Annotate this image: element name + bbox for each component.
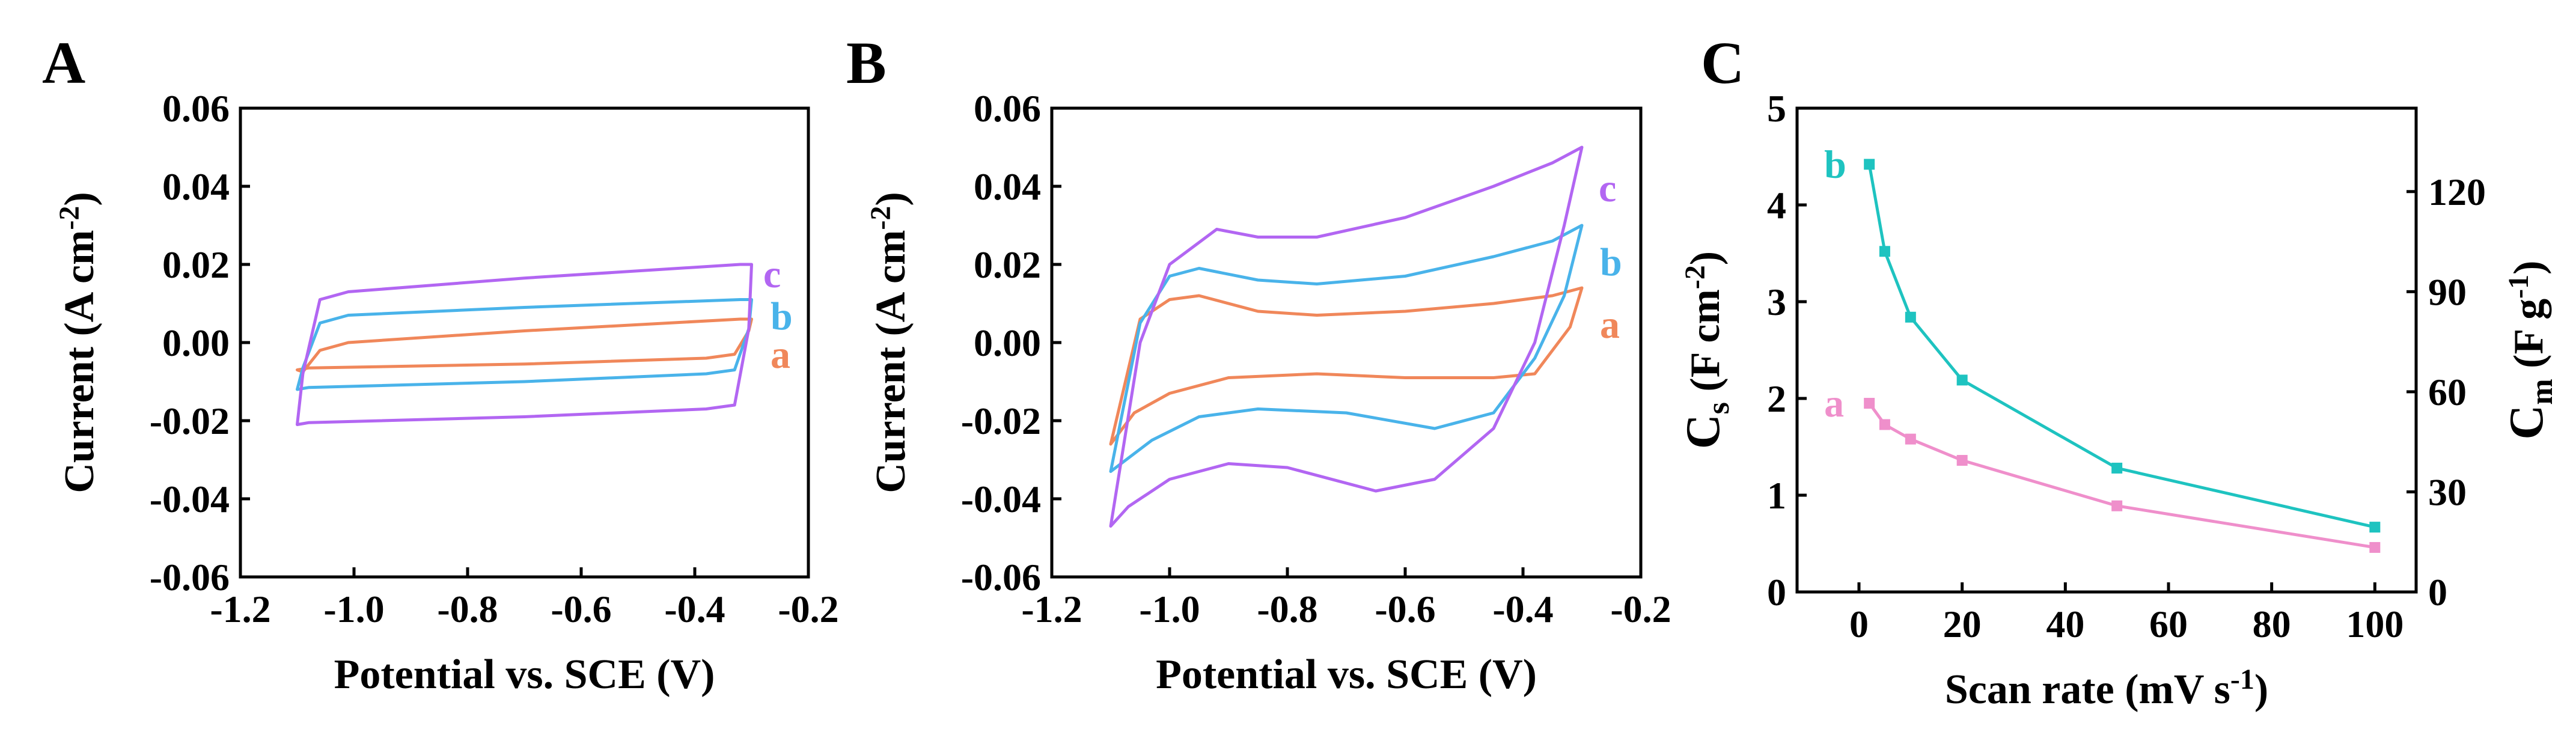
panel-a-x-tick-label: -0.8: [437, 588, 498, 630]
panel-b-x-tick-label: -0.6: [1375, 588, 1435, 630]
panel-c-series-b-label: b: [1824, 142, 1846, 186]
panel-b-x-tick-label: -1.0: [1139, 588, 1200, 630]
panel-c-plot-frame: [1795, 106, 2418, 594]
panel-a-x-axis-label: Potential vs. SCE (V): [334, 651, 715, 698]
panel-c-series-b-point: [1879, 246, 1890, 257]
panel-b-series-c-loop: [1109, 145, 1584, 528]
panel-c-x-tick-label: 80: [2253, 603, 2291, 645]
panel-a-y-tick-label: 0.04: [162, 165, 230, 208]
panel-c-right-y-tick-label: 60: [2428, 371, 2467, 413]
panel-b-series-a-loop: [1109, 286, 1584, 446]
panel-a-chart: -1.2 -1.0 -0.8 -0.6 -0.4 -0.2 -0.06 -0.04 -0.02 0…: [53, 87, 839, 698]
panel-c-series-a-point: [1956, 455, 1968, 466]
panel-c-right-y-tick-label: 30: [2428, 471, 2467, 513]
panel-c-x-tick-label: 40: [2046, 603, 2084, 645]
panel-c-series-a-line: [1868, 402, 2375, 549]
panel-c-y-tick-label: 5: [1767, 87, 1786, 130]
panel-b-x-tick-label: -0.2: [1610, 588, 1671, 630]
panel-c-x-tick-label: 0: [1849, 603, 1869, 645]
panel-a-y-tick-label: 0.00: [162, 322, 230, 364]
panel-c-series-a-point: [1879, 419, 1890, 430]
panel-a-x-tick-label: -1.2: [210, 588, 270, 630]
panel-a-series-c-label: c: [763, 252, 781, 296]
panel-label-c: C: [1701, 29, 1744, 96]
panel-c-y-tick-label: 2: [1767, 377, 1786, 420]
panel-b-x-axis-label: Potential vs. SCE (V): [1156, 651, 1537, 698]
panel-b-series-c-label: c: [1599, 166, 1616, 210]
panel-c-right-y-tick-label: 120: [2428, 171, 2486, 213]
panel-b-chart: -1.2 -1.0 -0.8 -0.6 -0.4 -0.2 -0.06 -0.04 -0.02 0…: [865, 87, 1671, 698]
panel-c-right-y-tick-label: 90: [2428, 270, 2467, 313]
panel-c-series-a-point: [1905, 433, 1916, 445]
panel-a-series-b-label: b: [771, 294, 793, 338]
panel-c-y-tick-label: 1: [1767, 474, 1786, 517]
panel-a-x-tick-label: -1.0: [323, 588, 384, 630]
panel-a-x-tick-label: -0.2: [778, 588, 838, 630]
panel-c-x-tick-label: 60: [2149, 603, 2188, 645]
panel-c-y-tick-label: 0: [1767, 571, 1786, 614]
panel-c-series-a-label: a: [1824, 382, 1844, 425]
panel-a-x-tick-label: -0.4: [664, 588, 725, 630]
panel-c-x-tick-label: 100: [2346, 603, 2404, 645]
panel-c-series-a-point: [2369, 541, 2381, 553]
panel-b-y-axis-label: Current (A cm-2): [865, 192, 914, 493]
panel-a-y-tick-label: -0.06: [150, 556, 230, 599]
panel-b-series-b-loop: [1109, 224, 1584, 473]
panel-c-series-b-point: [2369, 522, 2381, 533]
panel-a-series-a-label: a: [771, 333, 790, 377]
panel-b-x-tick-label: -0.8: [1257, 588, 1317, 630]
panel-a-x-tick-label: -0.6: [551, 588, 611, 630]
panel-c-right-y-axis-label: Cm (F g-1): [2500, 261, 2559, 440]
panel-a-plot-frame: [239, 106, 810, 579]
panel-a-y-tick-label: 0.06: [162, 87, 230, 130]
panel-c-x-tick-label: 20: [1943, 603, 1982, 645]
panel-a-series-a-loop: [296, 317, 753, 374]
panel-c-left-y-axis-label: Cs (F cm-2): [1677, 251, 1736, 449]
panel-c-series-b-point: [2111, 462, 2123, 474]
panel-b-y-tick-label: 0.06: [974, 87, 1041, 130]
panel-a-series-c-loop: [296, 263, 753, 426]
panel-b-y-tick-label: 0.02: [974, 243, 1041, 286]
panel-c-series-b-line: [1867, 163, 2375, 529]
panel-a-y-tick-label: -0.04: [150, 478, 230, 520]
panel-b-series-b-label: b: [1600, 240, 1622, 284]
panel-c-y-tick-label: 3: [1767, 281, 1786, 323]
panel-c-series-a-point: [2111, 500, 2123, 511]
panel-label-a: A: [42, 29, 85, 96]
panel-a-y-tick-label: -0.02: [150, 400, 230, 442]
panel-a-y-axis-label: Current (A cm-2): [53, 192, 103, 493]
panel-c-series-a-point: [1864, 398, 1875, 409]
panel-b-y-tick-label: 0.04: [974, 165, 1041, 208]
panel-b-x-tick-label: -0.4: [1492, 588, 1553, 630]
panel-b-y-tick-label: -0.06: [961, 556, 1041, 599]
panel-c-series-b-point: [1956, 374, 1968, 386]
panel-b-x-tick-label: -1.2: [1021, 588, 1082, 630]
panel-b-y-tick-label: 0.00: [974, 322, 1041, 364]
panel-b-series-a-label: a: [1600, 303, 1620, 347]
panel-c-x-axis-label: Scan rate (mV s-1): [1945, 663, 2268, 713]
panel-c-right-y-tick-label: 0: [2428, 571, 2447, 614]
panel-a-series-b-loop: [296, 298, 753, 391]
panel-label-b: B: [846, 29, 887, 96]
panel-a-y-tick-label: 0.02: [162, 243, 230, 286]
panel-b-y-tick-label: -0.04: [961, 478, 1041, 520]
panel-b-y-tick-label: -0.02: [961, 400, 1041, 442]
panel-c-y-tick-label: 4: [1767, 184, 1786, 227]
panel-c-series-b-point: [1905, 311, 1916, 323]
panel-c-chart: 0 20 40 60 80 100 0 1 2 3 4 5 0 30 60 90 120 a b Scan rat…: [1677, 87, 2559, 713]
panel-c-series-b-point: [1864, 159, 1875, 170]
panel-b-plot-frame: [1050, 106, 1643, 579]
